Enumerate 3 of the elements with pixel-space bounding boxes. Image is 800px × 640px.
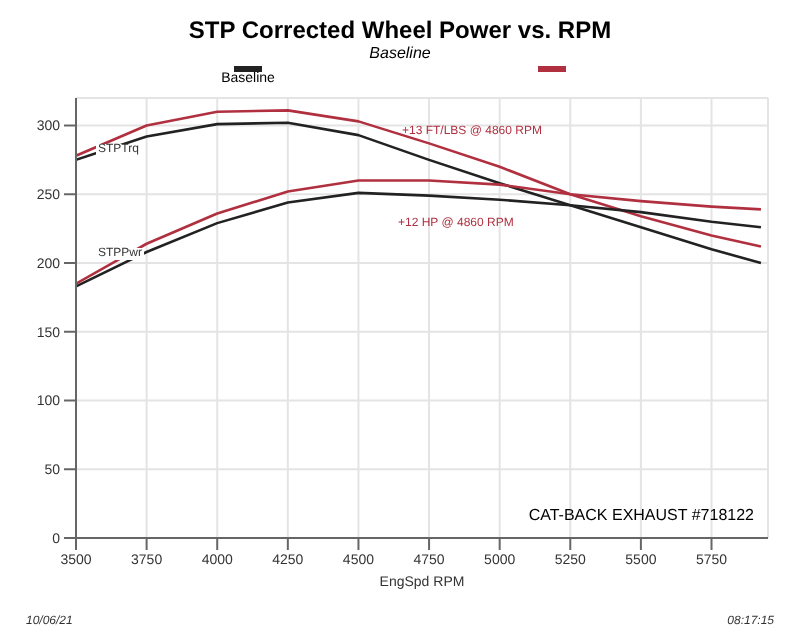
chart-subtitle: Baseline bbox=[367, 44, 433, 62]
annotation: CAT-BACK EXHAUST #718122 bbox=[526, 506, 756, 524]
chart-title: STP Corrected Wheel Power vs. RPM bbox=[186, 16, 614, 44]
